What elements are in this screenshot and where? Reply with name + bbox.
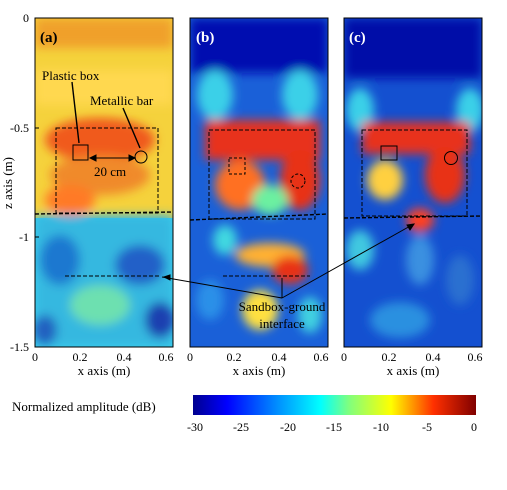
- svg-text:0.6: 0.6: [468, 350, 483, 364]
- panel-b-label: (b): [196, 30, 214, 46]
- y-tick-0: 0: [23, 11, 29, 25]
- annotations-c: [343, 129, 483, 219]
- x-ticks-a: 0 0.2 0.4 0.6: [32, 350, 174, 364]
- interface-line-a: [34, 211, 174, 215]
- plastic-box-marker-b: [228, 157, 246, 175]
- arrow-head-right: [128, 154, 137, 162]
- colorbar-title: Normalized amplitude (dB): [12, 399, 156, 414]
- plastic-box-marker-a: [72, 144, 89, 161]
- svg-text:-5: -5: [422, 420, 432, 434]
- svg-text:0.6: 0.6: [314, 350, 329, 364]
- metallic-bar-marker-c: [444, 151, 458, 165]
- svg-text:-30: -30: [187, 420, 203, 434]
- x-axis-title-c: x axis (m): [387, 363, 440, 378]
- metallic-bar-label: Metallic bar: [90, 93, 154, 108]
- panel-b-frame: [189, 17, 329, 348]
- x-axis-title-a: x axis (m): [78, 363, 131, 378]
- panel-c-heatmap: [344, 18, 482, 347]
- y-tick-3: -1.5: [10, 340, 29, 354]
- interface-label-line2: interface: [259, 316, 305, 331]
- svg-text:0: 0: [32, 350, 38, 364]
- panel-a-label: (a): [40, 30, 58, 46]
- interface-pointers: [161, 223, 416, 299]
- svg-text:-10: -10: [373, 420, 389, 434]
- svg-text:0: 0: [471, 420, 477, 434]
- svg-text:0: 0: [341, 350, 347, 364]
- x-ticks-b: 0 0.2 0.4 0.6: [187, 350, 329, 364]
- svg-text:0.2: 0.2: [73, 350, 88, 364]
- svg-text:-15: -15: [326, 420, 342, 434]
- panel-a-frame: [34, 17, 174, 348]
- colorbar: [193, 395, 476, 415]
- y-axis-title: z axis (m): [0, 157, 15, 209]
- sandbox-box-c: [361, 129, 468, 217]
- svg-text:0.6: 0.6: [159, 350, 174, 364]
- panel-a-heatmap: [35, 18, 173, 347]
- panel-c-frame: [343, 17, 483, 348]
- panel-b-heatmap: [190, 18, 328, 347]
- interface-label-line1: Sandbox-ground: [239, 299, 326, 314]
- annotations-b: [189, 129, 329, 277]
- plastic-box-pointer: [71, 81, 80, 144]
- interface-line-b: [189, 213, 329, 221]
- distance-label: 20 cm: [94, 164, 126, 179]
- svg-text:0.2: 0.2: [227, 350, 242, 364]
- panel-c-label: (c): [349, 30, 366, 46]
- axes-frames: [34, 17, 483, 348]
- arrow-head-left: [88, 154, 97, 162]
- svg-text:0.4: 0.4: [117, 350, 132, 364]
- svg-text:0: 0: [187, 350, 193, 364]
- metallic-bar-pointer: [122, 107, 141, 149]
- colorbar-ticks: -30 -25 -20 -15 -10 -5 0: [187, 420, 477, 434]
- svg-text:0.4: 0.4: [272, 350, 287, 364]
- metallic-bar-marker-b: [290, 173, 306, 189]
- plastic-box-marker-c: [380, 145, 398, 161]
- plastic-box-label: Plastic box: [42, 68, 100, 83]
- x-ticks-c: 0 0.2 0.4 0.6: [341, 350, 483, 364]
- sandbox-box-b: [208, 129, 316, 220]
- y-ticks: [35, 17, 39, 348]
- svg-text:0.2: 0.2: [382, 350, 397, 364]
- svg-text:0.4: 0.4: [426, 350, 441, 364]
- interface-line-c: [343, 215, 483, 219]
- y-tick-1: -0.5: [10, 121, 29, 135]
- svg-text:-20: -20: [280, 420, 296, 434]
- metallic-bar-marker-a: [134, 150, 148, 164]
- y-tick-2: -1: [19, 230, 29, 244]
- x-axis-title-b: x axis (m): [233, 363, 286, 378]
- svg-text:-25: -25: [233, 420, 249, 434]
- annotations-a: [34, 81, 174, 277]
